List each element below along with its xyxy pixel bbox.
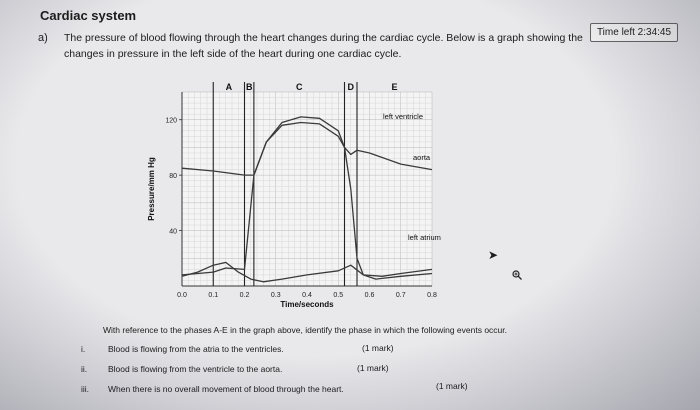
zoom-in-icon[interactable] <box>512 270 522 280</box>
x-tick-label: 0.8 <box>427 292 437 299</box>
x-tick-label: 0.5 <box>333 292 343 299</box>
aorta-label: aorta <box>413 153 431 162</box>
instructions-text: With reference to the phases A-E in the … <box>103 325 507 335</box>
series-line-aorta <box>181 121 433 176</box>
grid-lines <box>181 91 433 287</box>
sub-question-mark-1: (1 mark) <box>362 343 394 353</box>
x-tick-label: 0.6 <box>365 292 375 299</box>
left-atrium-label: left atrium <box>408 233 441 242</box>
phase-label-d: D <box>348 82 355 92</box>
x-tick-label: 0.2 <box>240 292 250 299</box>
series-line-left-atrium <box>181 261 433 283</box>
sub-question-text-1: Blood is flowing from the atria to the v… <box>108 344 284 354</box>
sub-question-number-3: iii. <box>81 384 90 394</box>
y-tick-label: 120 <box>165 118 177 125</box>
x-tick-label: 0.0 <box>177 292 187 299</box>
question-text-line-2: changes in pressure in the left side of … <box>64 48 402 60</box>
y-tick-label: 40 <box>169 229 177 236</box>
sub-question-mark-2: (1 mark) <box>357 363 389 373</box>
phase-label-e: E <box>391 82 397 92</box>
page-title: Cardiac system <box>40 8 137 23</box>
sub-question-number-1: i. <box>81 344 86 354</box>
x-tick-label: 0.4 <box>302 292 312 299</box>
y-axis-title: Pressure/mm Hg <box>147 157 156 221</box>
x-axis-title: Time/seconds <box>280 300 334 309</box>
y-tick-label: 80 <box>169 173 177 180</box>
question-text-line-1: The pressure of blood flowing through th… <box>64 32 583 44</box>
sub-question-text-2: Blood is flowing from the ventricle to t… <box>108 364 283 374</box>
phase-label-a: A <box>226 82 233 92</box>
series-line-left-ventricle <box>181 116 433 280</box>
question-label: a) <box>38 32 48 44</box>
phase-label-c: C <box>296 82 303 92</box>
mouse-cursor-icon: ➤ <box>488 248 499 262</box>
sub-question-mark-3: (1 mark) <box>436 381 468 391</box>
phase-label-b: B <box>246 82 253 92</box>
time-left-indicator: Time left 2:34:45 <box>590 23 678 42</box>
x-tick-label: 0.7 <box>396 292 406 299</box>
sub-question-number-2: ii. <box>81 364 88 374</box>
sub-question-text-3: When there is no overall movement of blo… <box>108 384 344 394</box>
x-tick-label: 0.1 <box>208 292 218 299</box>
x-tick-label: 0.3 <box>271 292 281 299</box>
left-ventricle-label: left ventricle <box>383 112 423 121</box>
